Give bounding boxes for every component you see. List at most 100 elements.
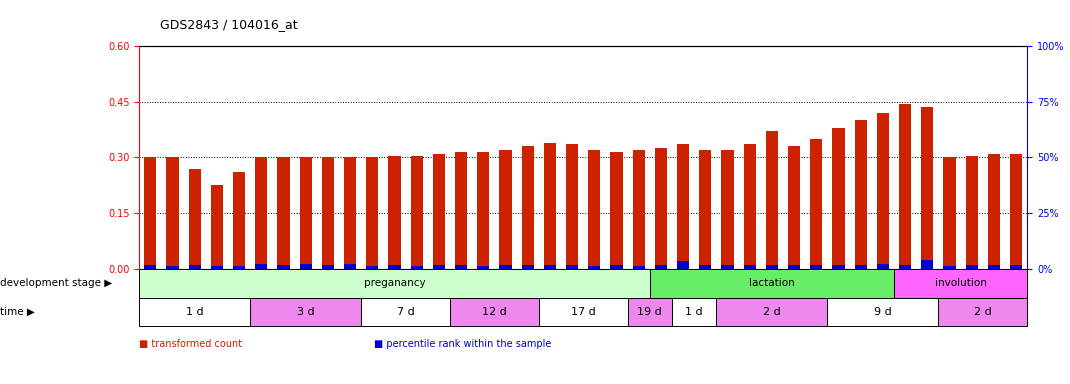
Bar [233,172,245,269]
Text: 1 d: 1 d [686,307,703,317]
Bar [343,264,356,269]
Text: 3 d: 3 d [296,307,315,317]
Bar [455,265,468,269]
Bar [388,265,400,269]
Bar [166,266,179,269]
Bar [300,264,311,269]
Text: 9 d: 9 d [874,307,891,317]
Bar [544,265,556,269]
Bar [366,157,379,269]
Bar [566,265,578,269]
Bar [788,265,800,269]
Bar [1010,154,1022,269]
Bar [832,265,844,269]
Bar [965,156,978,269]
Bar [677,144,689,269]
Bar [521,265,534,269]
Bar [610,265,623,269]
Bar [827,298,938,326]
Bar [627,298,672,326]
Bar [855,265,867,269]
Bar [322,157,334,269]
Text: 1 d: 1 d [186,307,203,317]
Bar [139,269,649,298]
Bar [876,264,889,269]
Bar [699,150,712,269]
Text: 2 d: 2 d [763,307,781,317]
Bar [500,150,511,269]
Bar [895,269,1027,298]
Bar [655,265,667,269]
Bar [788,146,800,269]
Bar [211,185,223,269]
Bar [1010,265,1022,269]
Bar [717,298,827,326]
Bar [588,266,600,269]
Bar [876,113,889,269]
Bar [449,298,538,326]
Bar [300,157,311,269]
Bar [411,266,423,269]
Bar [277,157,290,269]
Bar [500,265,511,269]
Bar [938,298,1027,326]
Bar [188,265,201,269]
Bar [139,298,250,326]
Text: development stage ▶: development stage ▶ [0,278,112,288]
Bar [655,148,667,269]
Bar [721,265,734,269]
Bar [988,154,1000,269]
Bar [521,146,534,269]
Bar [744,144,755,269]
Bar [188,169,201,269]
Bar [477,266,489,269]
Bar [144,265,156,269]
Bar [255,157,268,269]
Bar [766,265,778,269]
Bar [477,152,489,269]
Bar [810,265,823,269]
Bar [250,298,362,326]
Bar [810,139,823,269]
Bar [899,104,912,269]
Bar [277,265,290,269]
Bar [699,265,712,269]
Bar [610,152,623,269]
Bar [988,265,1000,269]
Bar [944,157,956,269]
Bar [632,266,645,269]
Bar [899,265,912,269]
Bar [721,150,734,269]
Bar [255,264,268,269]
Text: preganancy: preganancy [364,278,425,288]
Text: involution: involution [935,278,987,288]
Bar [632,150,645,269]
Bar [539,298,628,326]
Bar [366,266,379,269]
Text: lactation: lactation [749,278,795,288]
Text: time ▶: time ▶ [0,307,35,317]
Bar [649,269,895,298]
Text: 2 d: 2 d [974,307,992,317]
Text: 12 d: 12 d [482,307,507,317]
Bar [432,265,445,269]
Bar [921,260,933,269]
Bar [144,157,156,269]
Bar [965,265,978,269]
Bar [343,157,356,269]
Bar [566,144,578,269]
Text: 7 d: 7 d [397,307,414,317]
Bar [744,265,755,269]
Bar [233,266,245,269]
Text: GDS2843 / 104016_at: GDS2843 / 104016_at [160,18,299,31]
Text: 17 d: 17 d [570,307,596,317]
Bar [411,156,423,269]
Bar [677,262,689,269]
Bar [855,120,867,269]
Bar [432,154,445,269]
Bar [322,265,334,269]
Bar [455,152,468,269]
Text: ■ percentile rank within the sample: ■ percentile rank within the sample [374,339,552,349]
Bar [672,298,717,326]
Bar [544,142,556,269]
